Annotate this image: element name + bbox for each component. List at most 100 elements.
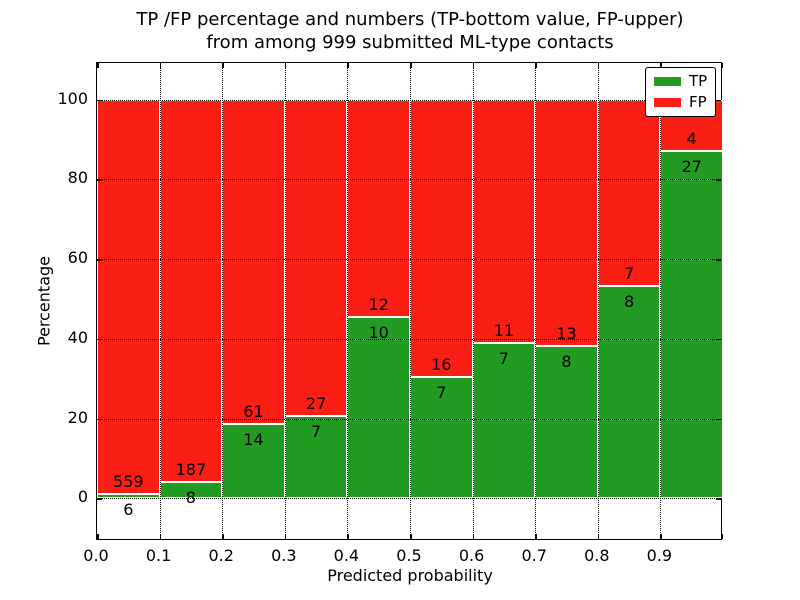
x-tick-mark-top (472, 63, 475, 68)
vertical-gridline (222, 63, 224, 539)
vertical-gridline (535, 63, 537, 539)
chart-title-line1: TP /FP percentage and numbers (TP-bottom… (136, 9, 684, 30)
fp-count-label: 16 (431, 355, 452, 374)
y-tick-mark (97, 418, 102, 421)
y-tick-mark (97, 99, 102, 102)
fp-count-label: 13 (556, 324, 577, 344)
x-tick-mark-top (660, 63, 662, 68)
bar-fp-segment (410, 99, 473, 377)
tp-count-label: 7 (498, 349, 509, 369)
y-tick-mark (97, 179, 102, 181)
tp-count-label: 10 (368, 323, 389, 343)
vertical-gridline (597, 63, 599, 539)
x-tick-mark (347, 534, 349, 539)
vertical-gridline (347, 63, 349, 539)
x-tick-label: 0.0 (83, 546, 109, 565)
x-tick-mark (597, 534, 600, 539)
x-tick-mark (159, 534, 162, 539)
x-tick-mark-top (222, 63, 224, 68)
x-tick-mark (721, 534, 723, 539)
x-tick-label: 0.6 (458, 546, 485, 565)
x-tick-mark-top (159, 63, 162, 68)
fp-count-label: 4 (686, 129, 697, 149)
fp-swatch-icon (654, 98, 681, 107)
x-tick-mark (97, 534, 99, 539)
legend-item: FP (654, 94, 707, 111)
tp-count-label: 14 (243, 429, 264, 449)
bar-tp-segment (347, 317, 410, 499)
horizontal-gridline (97, 179, 721, 181)
tp-count-label: 8 (624, 291, 635, 311)
x-tick-mark (660, 534, 662, 539)
x-tick-mark-top (284, 63, 287, 68)
vertical-gridline (410, 63, 411, 539)
x-tick-mark-top (347, 63, 349, 68)
tp-count-label: 6 (123, 500, 134, 520)
y-tick-mark-right (716, 418, 721, 421)
x-tick-label: 0.7 (521, 546, 547, 565)
plot-area: 559 6 187 8 61 14 27 7 12 10 16 7 11 7 13 8 7 8 4 27 (96, 62, 723, 540)
bar-fp-segment (347, 99, 410, 318)
tp-count-label: 8 (561, 352, 572, 372)
horizontal-gridline (97, 418, 721, 420)
y-tick-label: 20 (67, 407, 88, 427)
fp-count-label: 12 (368, 295, 389, 315)
y-tick-label: 80 (67, 168, 88, 188)
fp-count-label: 559 (113, 472, 144, 492)
x-tick-mark-top (597, 63, 600, 68)
x-tick-label: 0.2 (208, 546, 234, 565)
y-tick-label: 0 (77, 487, 88, 507)
vertical-gridline (472, 63, 474, 539)
horizontal-gridline (97, 259, 721, 261)
horizontal-gridline (97, 338, 721, 340)
fp-count-label: 61 (243, 401, 264, 421)
bar-fp-segment (597, 99, 661, 286)
bar-tp-segment (597, 285, 661, 499)
y-tick-label: 100 (57, 88, 88, 108)
x-tick-label: 0.3 (271, 546, 297, 565)
fp-count-label: 187 (175, 459, 207, 479)
fp-count-label: 7 (624, 263, 635, 283)
legend-item-label: FP (689, 93, 707, 111)
bar-tp-segment (284, 416, 348, 499)
legend-item-label: TP (689, 72, 708, 90)
vertical-gridline (284, 63, 286, 539)
y-tick-mark-right (716, 179, 721, 181)
y-tick-mark-right (716, 99, 721, 102)
bar-fp-segment (472, 99, 536, 344)
x-tick-mark (222, 534, 224, 539)
y-tick-mark (97, 498, 102, 500)
x-tick-mark-top (410, 63, 412, 68)
bar-fp-segment (284, 99, 348, 417)
x-tick-label: 0.1 (145, 546, 172, 565)
bar-fp-segment (159, 99, 223, 482)
bar-fp-segment (97, 99, 160, 495)
fp-count-label: 11 (493, 321, 515, 341)
tp-count-label: 7 (436, 383, 447, 402)
bar-fp-segment (222, 99, 285, 424)
x-tick-mark-top (721, 63, 723, 68)
y-tick-mark-right (716, 338, 721, 341)
x-tick-label: 0.4 (333, 546, 360, 565)
y-tick-mark-right (716, 259, 721, 261)
x-tick-mark (284, 534, 287, 539)
x-tick-mark (410, 534, 412, 539)
bar-tp-segment (222, 423, 285, 499)
x-tick-mark (535, 534, 537, 539)
x-axis-label: Predicted probability (327, 566, 493, 585)
horizontal-gridline (97, 498, 721, 500)
horizontal-gridline (97, 99, 721, 101)
y-tick-label: 60 (67, 248, 88, 268)
x-tick-mark-top (535, 63, 537, 68)
y-tick-mark (97, 338, 102, 341)
tp-count-label: 7 (311, 422, 322, 442)
bar-tp-segment (660, 151, 723, 499)
bar-tp-segment (97, 494, 160, 499)
x-tick-mark (472, 534, 475, 539)
vertical-gridline (159, 63, 161, 539)
chart-title-line2: from among 999 submitted ML-type contact… (206, 32, 614, 53)
x-tick-label: 0.5 (396, 546, 422, 565)
y-tick-label: 40 (67, 327, 88, 347)
legend-item: TP (654, 73, 707, 90)
